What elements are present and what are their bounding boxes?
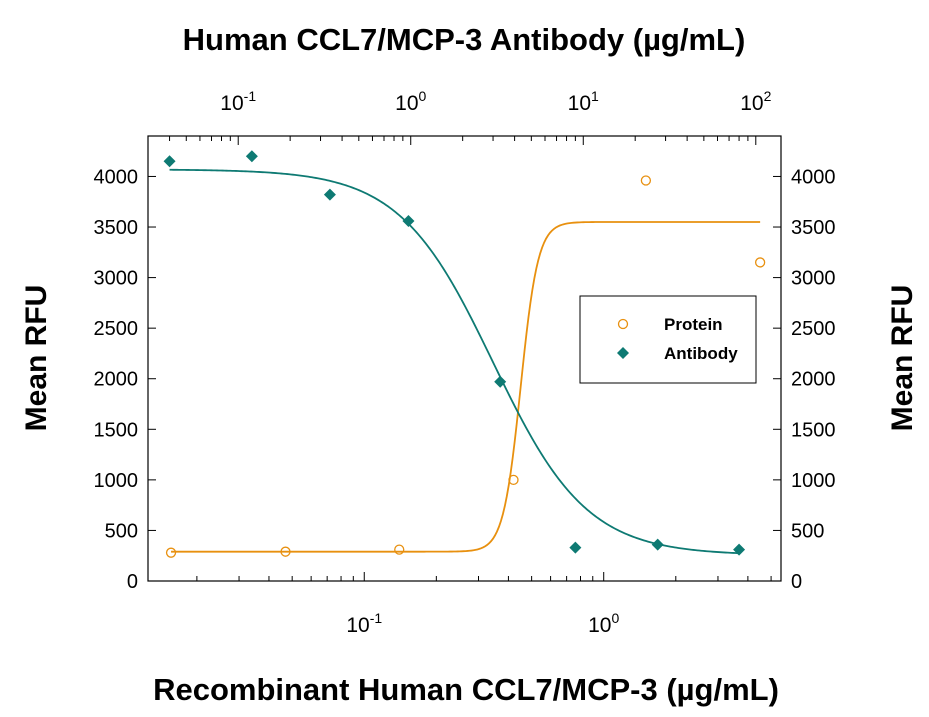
protein-data-point (280, 546, 291, 557)
y-axis-label-left: Mean RFU (20, 285, 53, 432)
protein-data-point (508, 474, 519, 486)
y-tick-label-right: 3000 (791, 268, 836, 290)
antibody-fit-curve (169, 168, 740, 555)
y-tick-label-right: 1000 (791, 470, 836, 492)
y-tick-label-left: 3500 (94, 217, 139, 239)
legend: Protein Antibody (579, 295, 757, 384)
legend-box (579, 295, 757, 384)
x-top-tick-label: 101 (568, 88, 599, 115)
y-tick-label-right: 2500 (791, 318, 836, 340)
y-tick-label-right: 1500 (791, 419, 836, 441)
legend-protein-label: Protein (664, 315, 723, 334)
y-tick-label-right: 4000 (791, 166, 836, 188)
y-tick-label-right: 3500 (791, 217, 836, 239)
x-axis-label: Recombinant Human CCL7/MCP-3 (µg/mL) (153, 672, 779, 707)
antibody-data-point (494, 375, 507, 388)
y-tick-label-left: 1000 (94, 470, 139, 492)
y-tick-label-left: 3000 (94, 268, 139, 290)
x-top-tick-label: 102 (740, 88, 771, 115)
y-tick-label-right: 0 (791, 571, 802, 593)
protein-data-point (754, 257, 766, 268)
antibody-data-point (733, 543, 746, 556)
protein-fit-curve (171, 221, 761, 553)
y-tick-label-left: 2000 (94, 369, 139, 391)
y-tick-label-left: 1500 (94, 419, 139, 441)
y-tick-label-left: 4000 (94, 166, 139, 188)
y-axis-ticks: 0 0 500 500 1000 1000 1500 1500 2000 2000 2500 2500… (94, 166, 836, 593)
protein-data-point (394, 544, 405, 555)
legend-antibody-marker (617, 347, 629, 359)
y-tick-label-right: 500 (791, 520, 824, 542)
antibody-data-point (323, 188, 336, 201)
x-bottom-axis-ticks: 10-1 100 (196, 572, 772, 637)
antibody-data-point (245, 150, 258, 163)
y-tick-label-right: 2000 (791, 369, 836, 391)
protein-data-point (640, 175, 652, 186)
x-top-axis-ticks: 10-1 100 101 102 (147, 88, 772, 145)
x-top-tick-label: 10-1 (220, 88, 256, 115)
fit-curves (169, 168, 761, 555)
antibody-data-point (163, 155, 176, 168)
y-axis-label-right: Mean RFU (886, 285, 919, 432)
plot-frame (147, 135, 782, 582)
antibody-data-point (569, 541, 582, 554)
legend-antibody-label: Antibody (664, 344, 738, 363)
antibody-data-point (402, 214, 415, 227)
data-points (163, 150, 766, 558)
legend-protein-marker (617, 318, 629, 330)
x-bottom-tick-label: 10-1 (346, 610, 382, 637)
y-tick-label-left: 2500 (94, 318, 139, 340)
x-bottom-tick-label: 100 (588, 610, 619, 637)
x-top-tick-label: 100 (395, 88, 426, 115)
antibody-data-point (651, 538, 664, 551)
chart-title: Human CCL7/MCP-3 Antibody (µg/mL) (183, 22, 746, 57)
y-tick-label-left: 500 (105, 520, 138, 542)
y-tick-label-left: 0 (127, 571, 138, 593)
protein-data-point (165, 547, 177, 558)
